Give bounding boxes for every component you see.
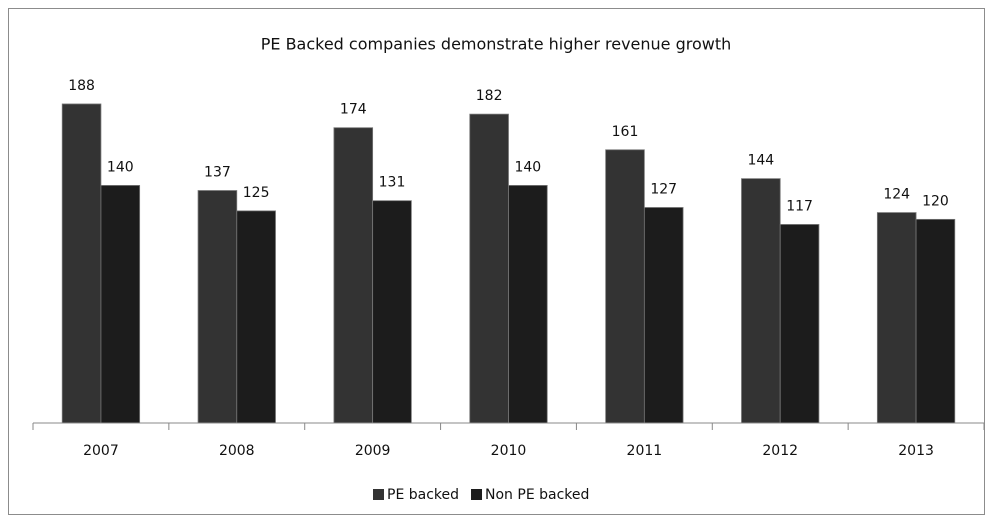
data-label: 125 (243, 185, 270, 201)
bar (100, 185, 141, 424)
bar (469, 113, 509, 424)
x-tick-label: 2013 (898, 443, 934, 459)
legend-label: PE backed (387, 487, 459, 503)
bar (372, 200, 412, 424)
x-tick-label: 2007 (83, 443, 119, 459)
chart-title: PE Backed companies demonstrate higher r… (261, 35, 732, 54)
data-label: 188 (68, 78, 95, 94)
bar (333, 127, 374, 424)
data-label: 131 (379, 175, 406, 191)
bar (605, 149, 645, 424)
x-tick-label: 2009 (355, 443, 391, 459)
data-label: 174 (340, 102, 367, 118)
data-label: 137 (204, 165, 231, 181)
x-tick-label: 2011 (627, 443, 663, 459)
data-label: 140 (514, 159, 541, 175)
data-label: 127 (650, 181, 677, 197)
data-label: 140 (107, 159, 134, 175)
bar (236, 210, 276, 424)
data-label: 161 (612, 124, 639, 140)
legend-label: Non PE backed (485, 487, 589, 503)
bar (779, 224, 820, 424)
x-tick-label: 2012 (762, 443, 798, 459)
data-label: 144 (747, 153, 774, 169)
data-label: 117 (786, 198, 813, 214)
legend-swatch (373, 489, 384, 500)
data-label: 120 (922, 193, 949, 209)
x-tick-label: 2010 (491, 443, 527, 459)
bar (197, 190, 238, 424)
bar (61, 103, 102, 424)
data-label: 182 (476, 88, 503, 104)
data-label: 124 (883, 187, 910, 203)
bar (741, 178, 781, 424)
bar (508, 185, 548, 424)
bar (876, 212, 917, 424)
bar (915, 218, 956, 424)
x-tick-label: 2008 (219, 443, 255, 459)
bar (643, 207, 684, 424)
legend-swatch (471, 489, 483, 500)
